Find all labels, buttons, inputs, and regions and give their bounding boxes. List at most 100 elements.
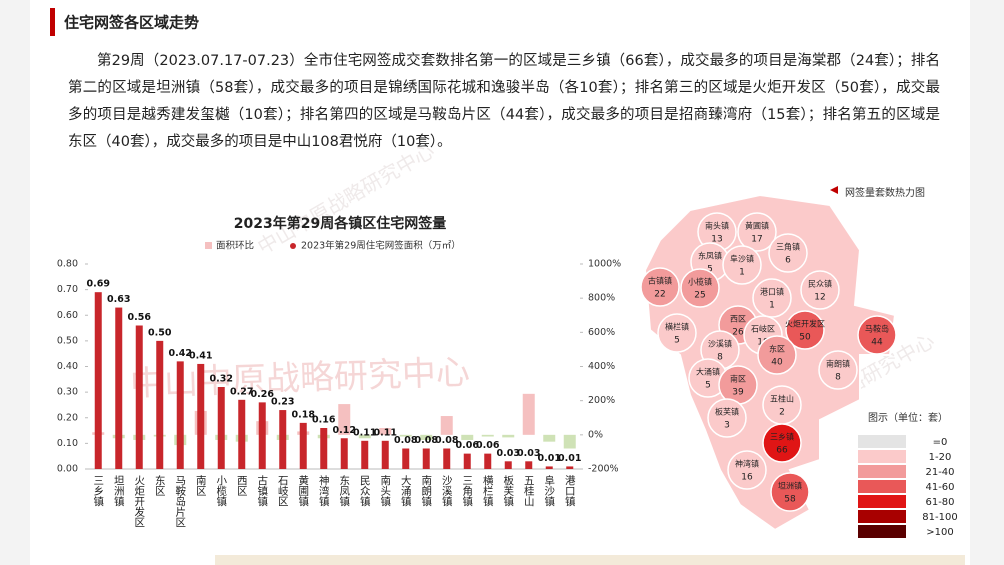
region-value: 26 [732,328,744,338]
region-name: 南区 [730,374,746,384]
region-value: 22 [654,290,665,300]
legend-label: 21-40 [925,467,954,478]
region-value: 66 [776,446,788,456]
x-tick-label: 阜沙镇 [543,474,555,507]
region-name: 小榄镇 [688,277,712,287]
region-value: 5 [705,381,711,391]
area-bar [115,307,123,469]
x-tick-label: 东凤镇 [338,474,350,507]
legend-label: >100 [926,527,953,538]
x-tick-label: 五桂山 [523,475,535,507]
x-tick-label: 火炬开发区 [133,475,145,528]
y2-tick-label: 400% [588,361,615,372]
ratio-bar [440,416,453,435]
legend-swatch [858,495,906,508]
map-region [737,212,777,252]
area-bar [258,402,266,469]
region-value: 12 [814,293,825,303]
area-bar [402,448,410,469]
region-value: 1 [739,268,745,278]
region-value: 5 [707,265,713,275]
region-name: 黄圃镇 [745,221,769,231]
map-region [768,233,808,273]
region-value: 6 [785,256,791,266]
map-region [757,335,797,375]
region-name: 马鞍岛 [865,324,889,334]
area-bar [217,387,225,469]
map-region [640,267,680,307]
x-tick-label: 板芙镇 [502,474,514,507]
ratio-bar [358,434,371,439]
x-tick-label: 黄圃镇 [297,474,309,507]
map-region [680,268,720,308]
area-bar [135,325,143,469]
x-tick-label: 坦洲镇 [113,474,125,507]
y2-tick-label: -200% [588,464,619,475]
area-bar [176,361,184,469]
legend-label: 面积环比 [216,240,254,252]
map-region [657,313,697,353]
area-bar [156,340,164,469]
x-tick-label: 西区 [236,475,248,496]
area-bar [94,292,102,469]
area-bar [443,448,451,469]
legend-label: 81-100 [922,512,957,523]
x-tick-label: 沙溪镇 [441,475,453,507]
value-label: 0.69 [87,279,110,290]
map-title-marker [830,186,838,194]
region-value: 3 [724,421,730,431]
ratio-bar [563,434,576,449]
x-tick-label: 南区 [195,474,207,496]
y-tick-label: 0.70 [57,284,78,295]
map-region [718,365,758,405]
x-tick-label: 小榄镇 [215,475,227,507]
legend-swatch [205,242,212,249]
ratio-bar [420,434,433,440]
area-bar [545,466,553,469]
x-tick-label: 横栏镇 [482,474,494,507]
legend-swatch [858,525,906,538]
region-name: 古镇镇 [648,276,672,286]
x-tick-label: 三角镇 [461,475,473,507]
region-name: 五桂山 [770,394,794,404]
region-name: 横栏镇 [665,322,689,332]
y-tick-label: 0.80 [57,259,78,270]
legend-label: 41-60 [925,482,954,493]
region-value: 40 [771,358,783,368]
x-tick-label: 大涌镇 [400,474,412,507]
area-bar [504,461,512,469]
y2-tick-label: 1000% [588,259,621,270]
x-tick-label: 南朗镇 [420,474,432,507]
y-tick-label: 0.10 [57,438,78,449]
legend-swatch [290,243,296,249]
map-title: 网签量套数热力图 [845,186,925,199]
y-tick-label: 0.30 [57,387,78,398]
area-bar [566,466,574,469]
legend-swatch [858,435,906,448]
area-bar [320,428,328,469]
legend-swatch [858,510,906,523]
value-label: 0.23 [271,397,294,408]
area-bar [381,440,389,469]
y-tick-label: 0.20 [57,412,78,423]
region-name: 沙溪镇 [708,339,732,349]
x-tick-label: 马鞍岛片区 [174,475,186,528]
region-value: 8 [717,353,723,363]
region-value: 5 [674,336,680,346]
footer-stripe [215,555,965,565]
value-label: 0.50 [148,327,172,338]
region-value: 13 [711,235,722,245]
map-region [762,423,802,463]
region-name: 火炬开发区 [785,319,825,329]
region-value: 44 [871,338,883,348]
region-value: 16 [741,473,753,483]
map-region [752,278,792,318]
ratio-bar [522,393,535,435]
region-value: 58 [784,495,796,505]
value-label: 0.08 [435,435,459,446]
value-label: 0.63 [107,294,130,305]
region-name: 东区 [769,344,785,354]
value-label: 0.03 [517,448,540,459]
area-bar [484,453,492,469]
